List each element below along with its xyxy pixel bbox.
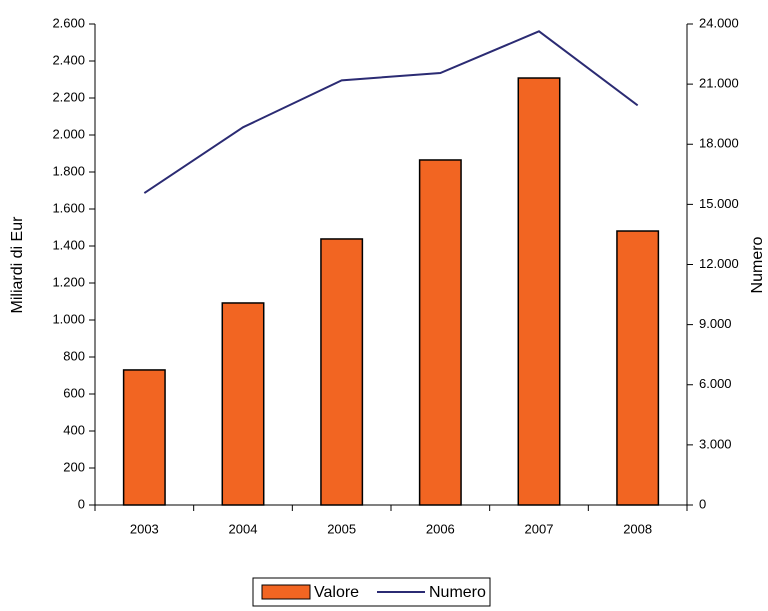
x-tick-label: 2005 [327, 521, 356, 536]
x-tick-label: 2004 [229, 521, 258, 536]
legend-swatch [261, 584, 311, 600]
line [143, 30, 639, 194]
bar [517, 77, 561, 506]
y-tick-label: 1.400 [52, 237, 85, 252]
x-tick-label: 2007 [525, 521, 554, 536]
y2-tick-label: 24.000 [699, 15, 739, 30]
bar [616, 230, 660, 506]
y2-tick-label: 15.000 [699, 196, 739, 211]
y-tick-label: 0 [78, 496, 85, 511]
y2-tick-label: 3.000 [699, 436, 732, 451]
y-tick-label: 600 [63, 385, 85, 400]
bar [122, 369, 166, 506]
legend-label: Valore [314, 584, 359, 601]
y-axis-label: Miliardi di Eur [9, 216, 26, 314]
x-tick-label: 2003 [130, 521, 159, 536]
y-tick-label: 1.800 [52, 163, 85, 178]
x-tick-label: 2008 [623, 521, 652, 536]
bar [320, 238, 364, 506]
legend-label: Numero [429, 584, 486, 601]
y-tick-label: 1.600 [52, 200, 85, 215]
y-tick-label: 2.400 [52, 52, 85, 67]
x-tick-label: 2006 [426, 521, 455, 536]
y2-tick-label: 9.000 [699, 316, 732, 331]
y-tick-label: 400 [63, 422, 85, 437]
y2-tick-label: 6.000 [699, 376, 732, 391]
y2-tick-label: 0 [699, 496, 706, 511]
y-tick-label: 2.200 [52, 89, 85, 104]
y-tick-label: 2.000 [52, 126, 85, 141]
y-tick-label: 200 [63, 459, 85, 474]
y2-tick-label: 21.000 [699, 76, 739, 91]
y2-tick-label: 18.000 [699, 136, 739, 151]
y-tick-label: 2.600 [52, 15, 85, 30]
y-tick-label: 1.200 [52, 274, 85, 289]
y2-axis-label: Numero [749, 236, 766, 293]
bar [221, 302, 265, 506]
y-tick-label: 800 [63, 348, 85, 363]
bar [418, 159, 462, 506]
legend-box [252, 577, 491, 607]
y-tick-label: 1.000 [52, 311, 85, 326]
y2-tick-label: 12.000 [699, 256, 739, 271]
